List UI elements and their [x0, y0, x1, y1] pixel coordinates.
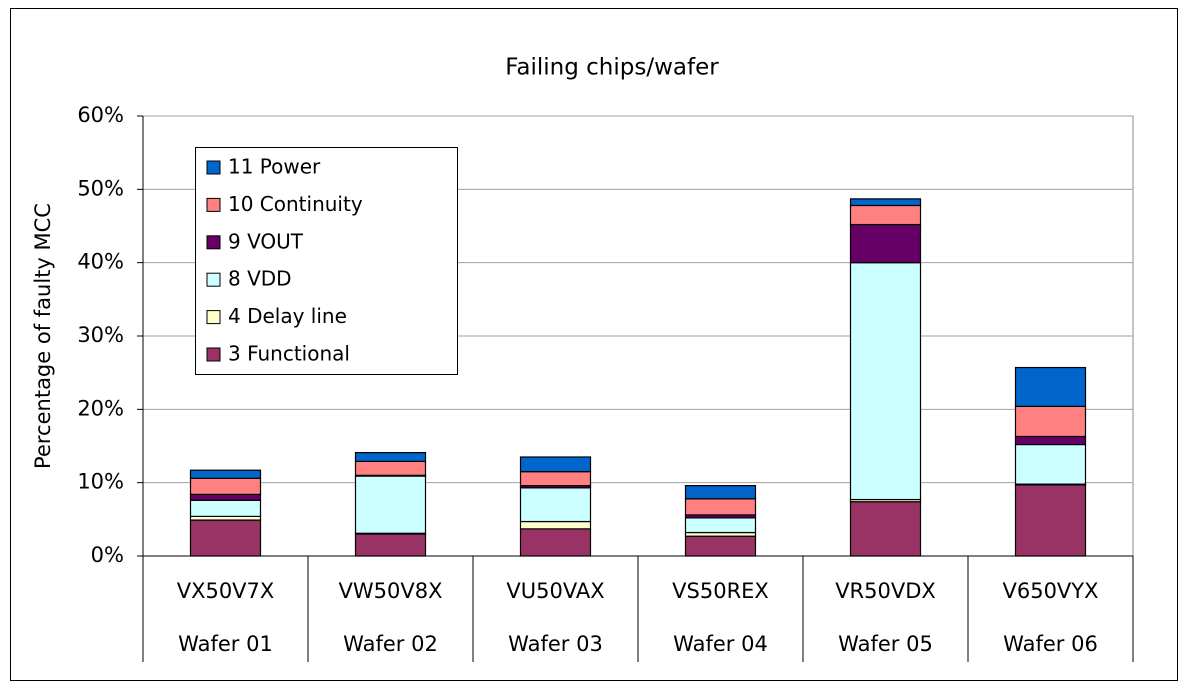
x-tick-label: VR50VDX	[835, 579, 936, 603]
x-group-label: Wafer 05	[838, 632, 933, 656]
y-tick-label: 60%	[77, 103, 124, 127]
legend-swatch	[206, 160, 221, 175]
x-group-label: Wafer 01	[178, 632, 273, 656]
x-tick-label: V650VYX	[1002, 579, 1098, 603]
x-tick-label: VX50V7X	[177, 579, 275, 603]
x-group-label: Wafer 03	[508, 632, 603, 656]
bar-segment	[519, 456, 592, 473]
x-tick-label: VU50VAX	[506, 579, 604, 603]
legend-swatch	[206, 272, 221, 287]
bar-segment	[684, 498, 757, 516]
y-tick-label: 50%	[77, 176, 124, 200]
bar-segment	[519, 528, 592, 557]
bar-segment	[849, 501, 922, 557]
bar-segment	[354, 475, 427, 534]
bar-segment	[189, 493, 262, 501]
bar-segment	[189, 519, 262, 557]
legend-label: 9 VOUT	[228, 229, 304, 253]
x-group-label: Wafer 04	[673, 632, 768, 656]
chart-title: Failing chips/wafer	[505, 55, 719, 81]
legend-swatch	[206, 197, 221, 212]
x-tick-label: VS50REX	[672, 579, 769, 603]
bar-segment	[1014, 435, 1087, 446]
bar-segment	[1014, 484, 1087, 557]
legend-label: 11 Power	[228, 155, 321, 179]
x-group-label: Wafer 02	[343, 632, 438, 656]
bar-segment	[1014, 366, 1087, 407]
y-tick-label: 0%	[91, 543, 124, 567]
legend-swatch	[206, 310, 221, 325]
y-tick-label: 30%	[77, 323, 124, 347]
y-axis-label: Percentage of faulty MCC	[31, 203, 55, 469]
y-tick-label: 10%	[77, 470, 124, 494]
x-group-label: Wafer 06	[1003, 632, 1098, 656]
bar-segment	[684, 535, 757, 557]
legend-swatch	[206, 235, 221, 250]
bar-segment	[519, 487, 592, 523]
bar-segment	[1014, 405, 1087, 438]
bar-segment	[849, 204, 922, 226]
y-tick-label: 40%	[77, 250, 124, 274]
y-tick-label: 20%	[77, 396, 124, 420]
legend-box	[195, 147, 458, 375]
bar-segment	[684, 517, 757, 534]
x-tick-label: VW50V8X	[339, 579, 443, 603]
bar-segment	[354, 460, 427, 476]
bar-segment	[1014, 443, 1087, 485]
bar-segment	[849, 198, 922, 207]
legend-label: 10 Continuity	[228, 192, 363, 216]
legend-swatch	[206, 347, 221, 362]
bar-segment	[849, 223, 922, 264]
bar-segment	[354, 533, 427, 557]
bar-segment	[354, 452, 427, 463]
legend-label: 4 Delay line	[228, 304, 347, 328]
bar-segment	[189, 469, 262, 479]
bar-segment	[684, 485, 757, 500]
legend-label: 8 VDD	[228, 267, 292, 291]
legend-label: 3 Functional	[228, 342, 350, 366]
bar-segment	[519, 520, 592, 530]
bar-segment	[849, 262, 922, 501]
bar-segment	[519, 471, 592, 487]
bar-segment	[189, 499, 262, 517]
bar-segment	[189, 477, 262, 495]
